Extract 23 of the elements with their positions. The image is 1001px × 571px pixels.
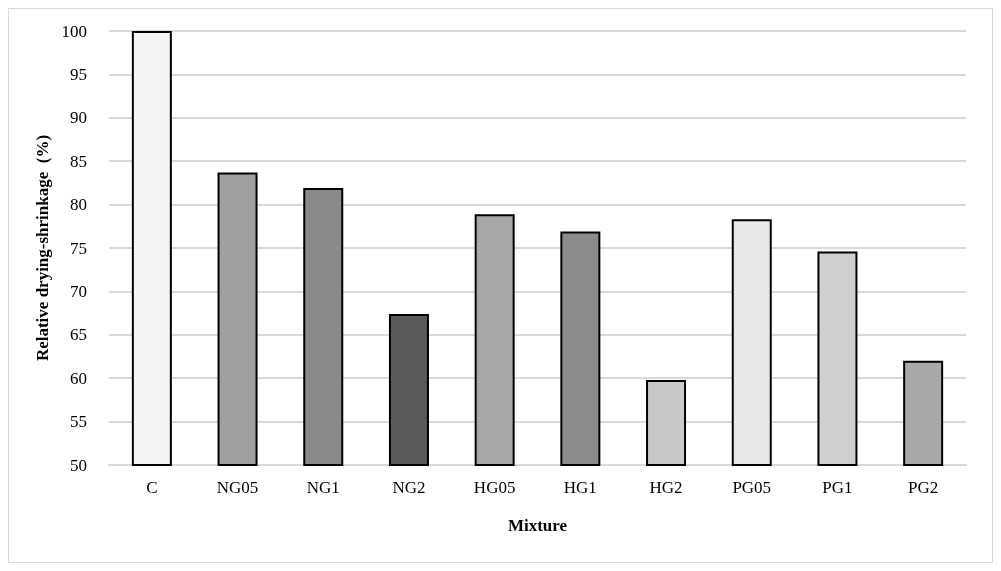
x-tick-label: NG05: [216, 478, 259, 497]
x-tick-label: PG1: [822, 478, 853, 497]
x-tick-label: HG1: [563, 478, 597, 497]
y-tick-label: 60: [70, 368, 87, 388]
x-axis-title: Mixture: [507, 516, 568, 535]
y-tick-label: 75: [70, 238, 87, 258]
y-tick-label: 80: [70, 195, 87, 215]
x-tick-label: NG1: [306, 478, 340, 497]
x-tick-label: PG2: [908, 478, 939, 497]
x-tick-label: HG2: [649, 478, 683, 497]
x-tick-label: NG2: [392, 478, 426, 497]
y-tick-label: 50: [70, 455, 87, 475]
x-tick-label: C: [146, 478, 158, 497]
y-tick-label: 65: [70, 325, 87, 345]
y-axis-title: Relative drying-shrinkage (%): [32, 134, 52, 362]
y-tick-label: 100: [61, 21, 87, 41]
x-tick-label: HG05: [473, 478, 516, 497]
y-tick-label: 95: [70, 64, 87, 84]
x-tick-label: PG05: [732, 478, 772, 497]
y-tick-label: 85: [70, 151, 87, 171]
y-tick-label: 70: [70, 281, 87, 301]
y-tick-label: 55: [70, 412, 87, 432]
y-tick-label: 90: [70, 108, 87, 128]
